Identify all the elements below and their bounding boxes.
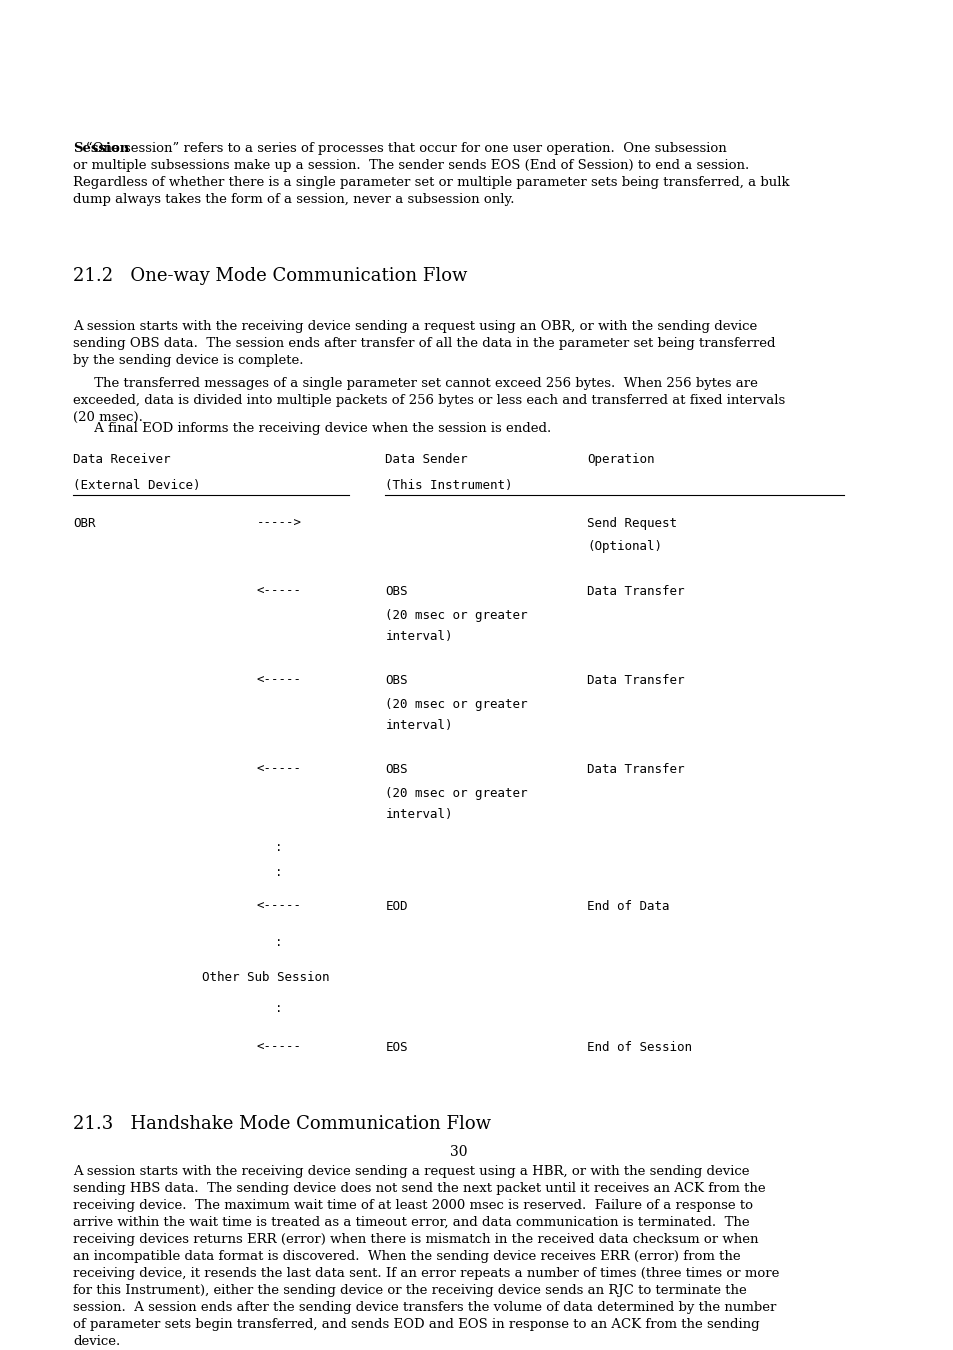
Text: <-----: <----- bbox=[256, 586, 301, 598]
Text: interval): interval) bbox=[385, 807, 453, 821]
Text: Operation: Operation bbox=[587, 452, 654, 466]
Text: Data Transfer: Data Transfer bbox=[587, 586, 684, 598]
Text: Send Request: Send Request bbox=[587, 517, 677, 529]
Text: ----->: -----> bbox=[256, 517, 301, 529]
Text: A session starts with the receiving device sending a request using an OBR, or wi: A session starts with the receiving devi… bbox=[73, 320, 775, 367]
Text: :: : bbox=[275, 841, 282, 855]
Text: <-----: <----- bbox=[256, 900, 301, 914]
Text: EOD: EOD bbox=[385, 900, 408, 914]
Text: Data Sender: Data Sender bbox=[385, 452, 467, 466]
Text: OBS: OBS bbox=[385, 586, 408, 598]
Text: :: : bbox=[275, 1002, 282, 1015]
Text: A session starts with the receiving device sending a request using a HBR, or wit: A session starts with the receiving devi… bbox=[73, 1165, 779, 1347]
Text: 30: 30 bbox=[450, 1145, 467, 1158]
Text: Data Transfer: Data Transfer bbox=[587, 674, 684, 687]
Text: interval): interval) bbox=[385, 630, 453, 643]
Text: 21.2   One-way Mode Communication Flow: 21.2 One-way Mode Communication Flow bbox=[73, 266, 467, 285]
Text: Session: Session bbox=[73, 142, 130, 155]
Text: :: : bbox=[275, 936, 282, 949]
Text: 21.3   Handshake Mode Communication Flow: 21.3 Handshake Mode Communication Flow bbox=[73, 1115, 491, 1133]
Text: (This Instrument): (This Instrument) bbox=[385, 479, 513, 491]
Text: (20 msec or greater: (20 msec or greater bbox=[385, 698, 527, 710]
Text: “One session” refers to a series of processes that occur for one user operation.: “One session” refers to a series of proc… bbox=[73, 142, 789, 207]
Text: End of Data: End of Data bbox=[587, 900, 669, 914]
Text: (20 msec or greater: (20 msec or greater bbox=[385, 609, 527, 622]
Text: <-----: <----- bbox=[256, 674, 301, 687]
Text: EOS: EOS bbox=[385, 1041, 408, 1054]
Text: OBS: OBS bbox=[385, 674, 408, 687]
Text: (Optional): (Optional) bbox=[587, 540, 661, 553]
Text: Data Transfer: Data Transfer bbox=[587, 763, 684, 776]
Text: <-----: <----- bbox=[256, 1041, 301, 1054]
Text: OBS: OBS bbox=[385, 763, 408, 776]
Text: A final EOD informs the receiving device when the session is ended.: A final EOD informs the receiving device… bbox=[73, 421, 551, 435]
Text: Other Sub Session: Other Sub Session bbox=[202, 972, 329, 984]
Text: (20 msec or greater: (20 msec or greater bbox=[385, 787, 527, 799]
Text: :: : bbox=[275, 865, 282, 879]
Text: (External Device): (External Device) bbox=[73, 479, 201, 491]
Text: interval): interval) bbox=[385, 720, 453, 732]
Text: <-----: <----- bbox=[256, 763, 301, 776]
Text: The transferred messages of a single parameter set cannot exceed 256 bytes.  Whe: The transferred messages of a single par… bbox=[73, 377, 785, 424]
Text: Data Receiver: Data Receiver bbox=[73, 452, 171, 466]
Text: End of Session: End of Session bbox=[587, 1041, 692, 1054]
Text: OBR: OBR bbox=[73, 517, 96, 529]
